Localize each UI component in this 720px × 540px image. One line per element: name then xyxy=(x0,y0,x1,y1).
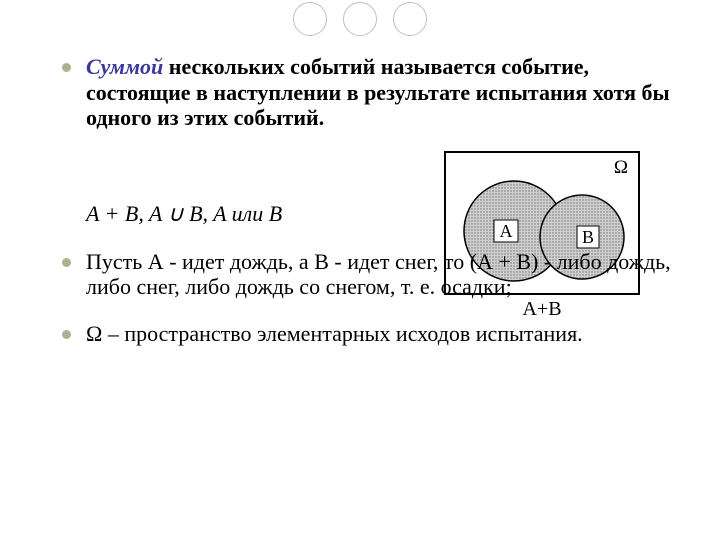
definition-text: нескольких событий называется событие, с… xyxy=(86,54,670,130)
example-text: Пусть А - идет дождь, а В - идет снег, т… xyxy=(86,249,671,299)
label-b: B xyxy=(582,227,594,247)
deco-circle xyxy=(343,2,377,36)
decorative-circles xyxy=(293,2,427,36)
omega-text: Ω – пространство элементарных исходов ис… xyxy=(86,321,583,346)
bullet-omega: Ω – пространство элементарных исходов ис… xyxy=(62,321,680,346)
term-sum: Суммой xyxy=(86,54,163,79)
venn-caption: A+B xyxy=(444,298,640,321)
bullet-dot-icon xyxy=(62,258,71,267)
bullet-dot-icon xyxy=(62,330,71,339)
formula-notation: A + B, A ∪ B, A или B xyxy=(86,201,282,227)
bullet-dot-icon xyxy=(62,63,71,72)
bullet-definition: Суммой нескольких событий называется соб… xyxy=(62,54,680,131)
slide-content: Суммой нескольких событий называется соб… xyxy=(62,54,680,368)
formula-and-diagram-row: A + B, A ∪ B, A или B Ω A xyxy=(62,153,680,227)
deco-circle xyxy=(293,2,327,36)
label-a: A xyxy=(500,221,513,241)
deco-circle xyxy=(393,2,427,36)
bullet-example: Пусть А - идет дождь, а В - идет снег, т… xyxy=(62,249,680,300)
